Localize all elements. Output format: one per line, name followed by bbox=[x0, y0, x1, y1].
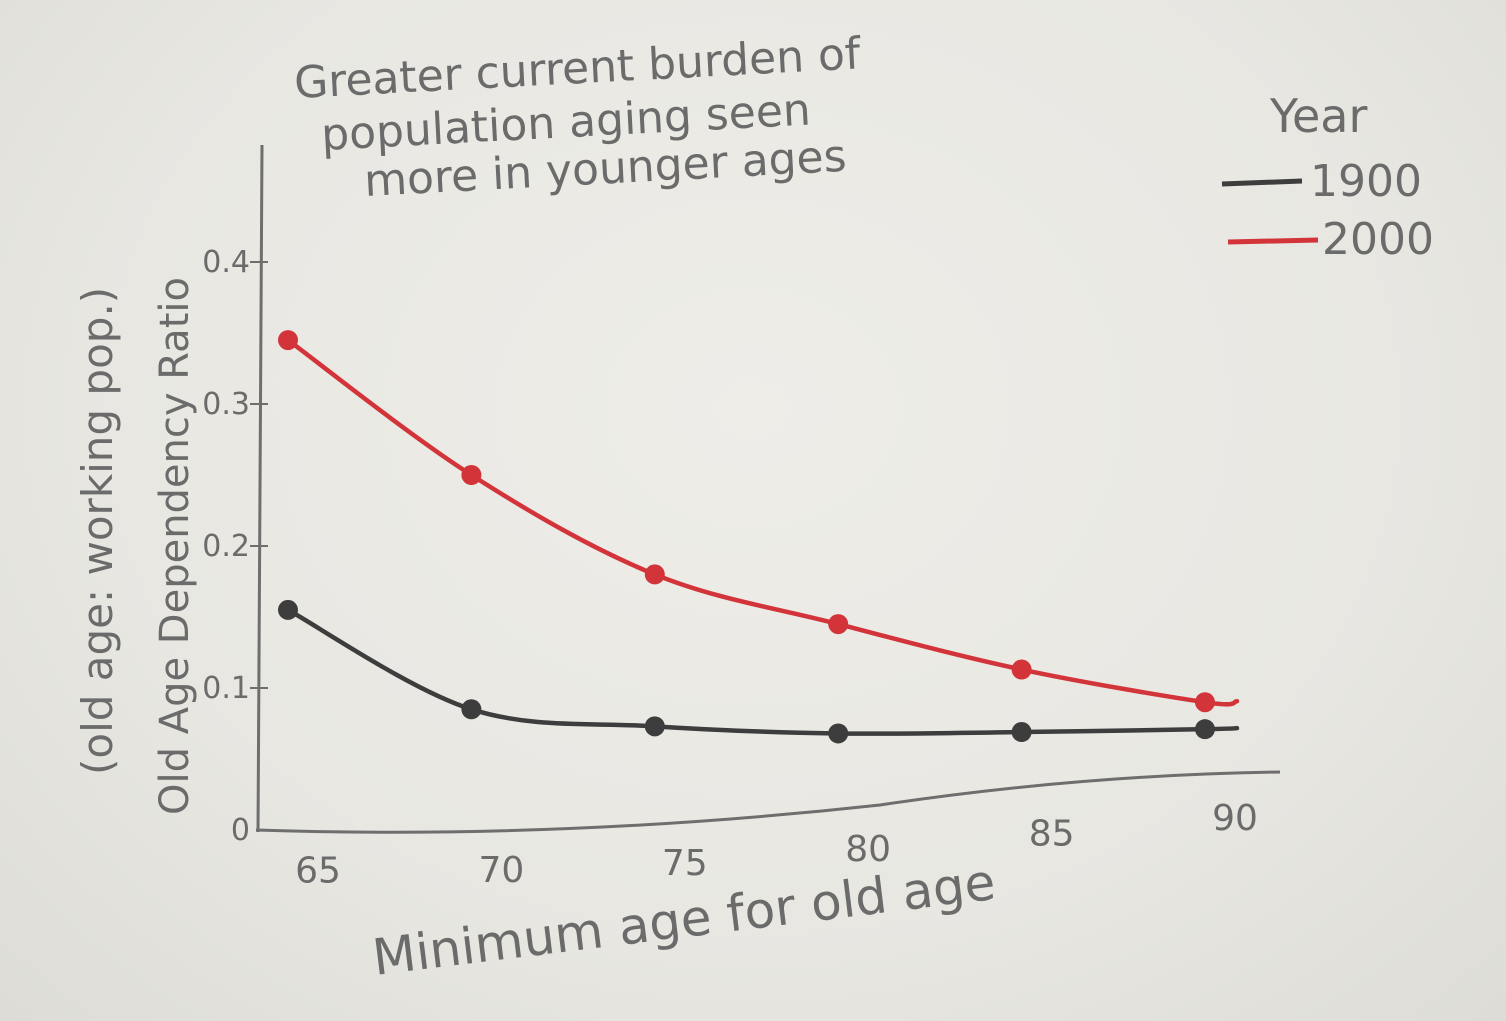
chart-title: Greater current burden of population agi… bbox=[293, 28, 863, 207]
data-point-1900 bbox=[828, 723, 849, 744]
legend: Year 1900 2000 bbox=[1221, 89, 1434, 265]
legend-label-1900: 1900 bbox=[1310, 156, 1422, 207]
y-axis-ticks: 0 0.1 0.2 0.3 0.4 bbox=[202, 245, 268, 848]
x-tick-label: 90 bbox=[1212, 798, 1258, 839]
x-tick-label: 65 bbox=[295, 850, 341, 891]
legend-label-2000: 2000 bbox=[1322, 214, 1434, 265]
legend-title: Year bbox=[1269, 89, 1367, 143]
data-point-1900 bbox=[278, 599, 298, 620]
y-axis-label: Old Age Dependency Ratio bbox=[152, 277, 198, 815]
legend-swatch-1900 bbox=[1221, 178, 1303, 187]
x-tick-label: 80 bbox=[845, 829, 891, 870]
x-axis-line bbox=[255, 770, 1281, 834]
y-axis-sub-label: (old age: working pop.) bbox=[73, 287, 122, 775]
y-axis-line bbox=[256, 144, 264, 833]
legend-swatch-2000 bbox=[1227, 237, 1319, 245]
series-line-2000 bbox=[285, 337, 1240, 707]
data-point-2000 bbox=[1195, 692, 1215, 713]
x-tick-label: 70 bbox=[478, 850, 524, 891]
data-point-2000 bbox=[828, 614, 849, 635]
data-point-1900 bbox=[1195, 719, 1215, 740]
x-tick-label: 75 bbox=[662, 843, 708, 884]
series-line-1900 bbox=[285, 607, 1240, 736]
data-point-2000 bbox=[644, 564, 665, 585]
data-point-1900 bbox=[644, 716, 665, 737]
y-tick-label: 0.3 bbox=[202, 387, 250, 422]
y-tick-label: 0 bbox=[231, 813, 250, 848]
data-point-2000 bbox=[1011, 659, 1032, 680]
x-tick-label: 85 bbox=[1029, 813, 1075, 854]
data-point-1900 bbox=[1011, 722, 1032, 743]
y-tick-label: 0.2 bbox=[202, 529, 250, 564]
data-point-2000 bbox=[461, 465, 482, 485]
series-layer bbox=[278, 330, 1240, 744]
data-point-1900 bbox=[461, 699, 482, 720]
x-axis-ticks: 65 70 75 80 85 90 bbox=[295, 798, 1258, 891]
data-point-2000 bbox=[278, 330, 298, 351]
y-tick-label: 0.4 bbox=[202, 245, 250, 280]
y-tick-label: 0.1 bbox=[202, 671, 250, 706]
